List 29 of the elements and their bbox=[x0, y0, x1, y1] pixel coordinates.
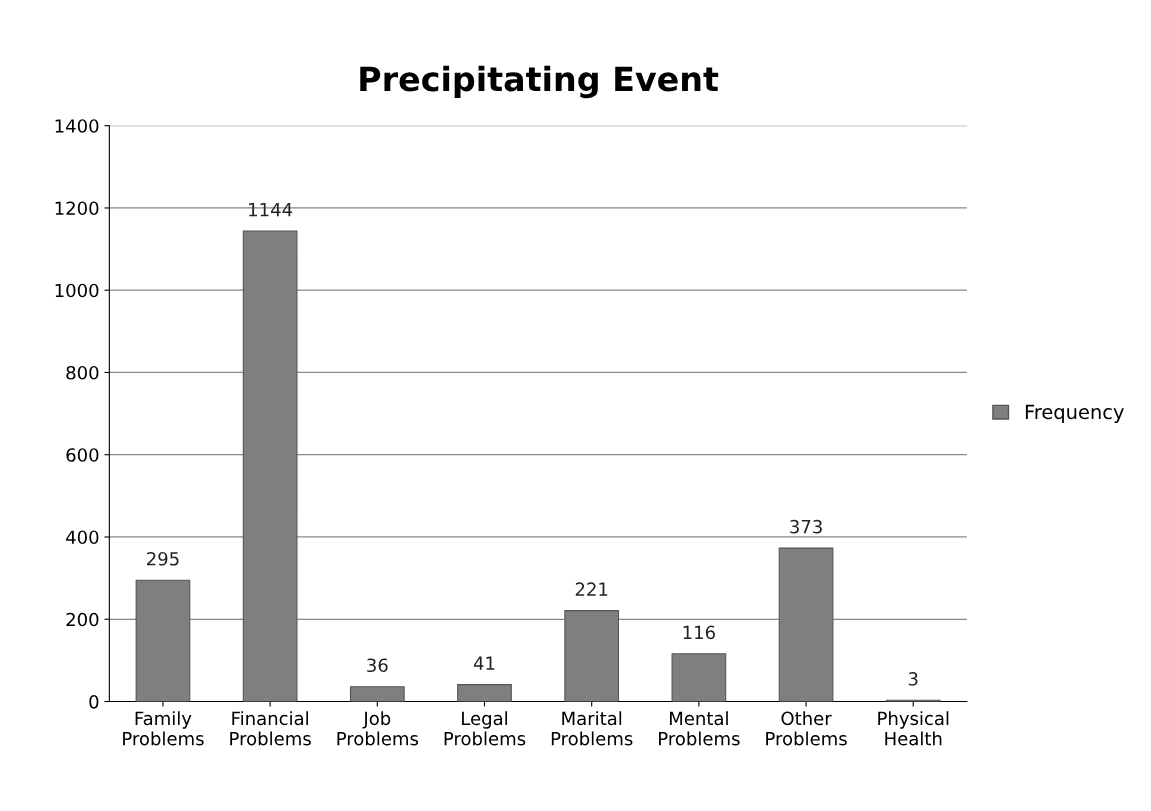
data-label: 221 bbox=[575, 582, 608, 596]
data-label: 36 bbox=[367, 658, 388, 673]
data-label: 295 bbox=[147, 551, 179, 566]
bar bbox=[457, 684, 512, 702]
y-tick-label: 200 bbox=[66, 612, 99, 627]
x-tick-label: Job Problems bbox=[337, 711, 419, 746]
data-label: 1144 bbox=[249, 202, 293, 217]
x-tick-label: Family Problems bbox=[123, 711, 204, 746]
legend-label: Frequency bbox=[1025, 404, 1124, 424]
x-tick-label: Physical Health bbox=[878, 711, 949, 746]
data-label: 116 bbox=[683, 625, 715, 640]
y-tick-label: 1000 bbox=[55, 283, 99, 298]
y-tick-label: 0 bbox=[89, 694, 99, 709]
data-label: 3 bbox=[908, 672, 918, 686]
data-label: 373 bbox=[790, 519, 822, 534]
y-tick-label: 1200 bbox=[55, 201, 99, 216]
data-label: 41 bbox=[473, 656, 495, 670]
y-tick-label: 1400 bbox=[55, 119, 99, 133]
x-tick-label: Other Problems bbox=[766, 711, 847, 746]
y-tick-label: 400 bbox=[66, 530, 99, 545]
bar bbox=[349, 686, 405, 702]
x-tick-label: Legal Problems bbox=[444, 711, 526, 746]
bar bbox=[671, 653, 727, 702]
chart-title: Precipitating Event bbox=[360, 65, 719, 99]
y-tick-label: 600 bbox=[66, 448, 99, 462]
y-tick-label: 800 bbox=[66, 365, 99, 380]
x-tick-label: Marital Problems bbox=[551, 711, 633, 746]
x-tick-label: Financial Problems bbox=[230, 711, 311, 746]
x-tick-label: Mental Problems bbox=[659, 711, 740, 746]
